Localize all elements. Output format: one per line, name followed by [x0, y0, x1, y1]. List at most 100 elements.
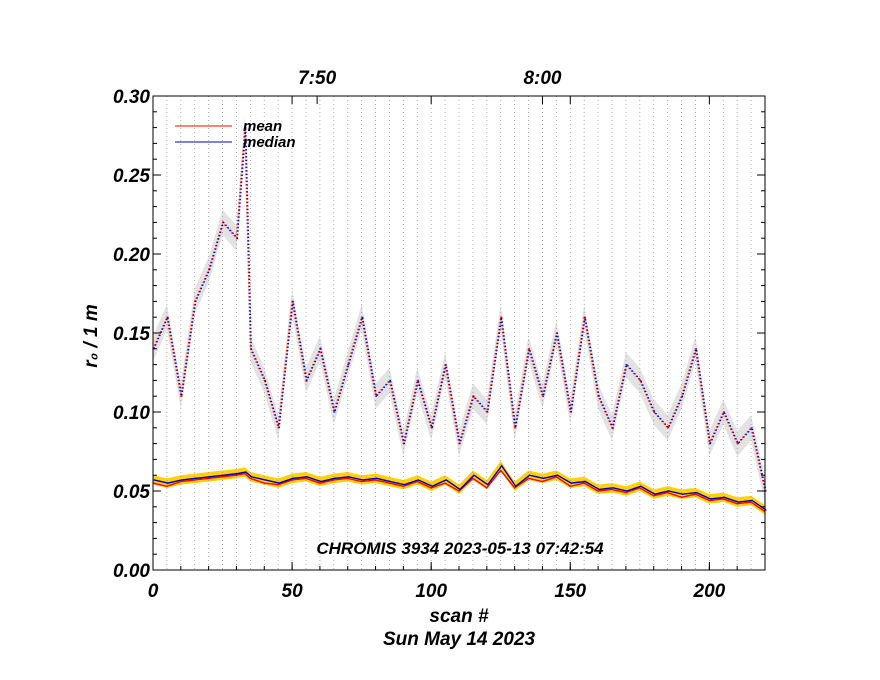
data-point-median	[389, 379, 392, 381]
data-point-median	[654, 493, 656, 495]
data-point-median	[167, 482, 169, 484]
data-point-median	[278, 427, 280, 429]
data-point-mean	[402, 485, 404, 487]
data-point-median	[431, 485, 433, 487]
data-point-mean	[625, 364, 627, 366]
chart-annotation: CHROMIS 3934 2023-05-13 07:42:54	[316, 539, 604, 558]
data-point-median	[584, 480, 586, 483]
data-point-median	[167, 316, 169, 318]
data-point-median	[431, 427, 433, 429]
data-point-mean	[583, 316, 585, 318]
data-point-mean	[194, 300, 196, 302]
data-point-median	[236, 473, 239, 475]
data-point-median	[236, 237, 239, 239]
data-point-median	[459, 488, 461, 491]
data-point-median	[264, 379, 266, 381]
data-point-median	[417, 479, 419, 481]
y-tick-label: 0.30	[113, 87, 150, 108]
data-point-mean	[555, 476, 557, 478]
data-point-mean	[221, 221, 224, 223]
data-point-mean	[611, 427, 613, 429]
data-point-mean	[514, 427, 516, 429]
y-tick-label: 0.10	[113, 403, 150, 424]
data-point-mean	[402, 443, 404, 445]
x-tick-label: 150	[554, 581, 586, 602]
data-point-median	[222, 221, 225, 223]
data-point-mean	[388, 482, 391, 484]
data-point-mean	[291, 300, 293, 302]
data-point-median	[245, 127, 247, 129]
data-point-mean	[653, 495, 655, 497]
data-point-mean	[611, 488, 613, 491]
data-point-median	[320, 480, 322, 483]
data-point-median	[487, 484, 489, 486]
data-point-mean	[180, 480, 182, 483]
data-point-mean	[500, 316, 502, 318]
x-tick-label: 50	[282, 581, 304, 602]
data-point-median	[695, 348, 698, 350]
x-tick-labels: 0 50 100 150 200	[148, 581, 726, 602]
data-point-median	[501, 465, 503, 467]
data-point-median	[681, 493, 684, 495]
data-point-mean	[541, 480, 544, 483]
data-point-mean	[527, 348, 530, 350]
series-line-median-solid	[153, 464, 767, 511]
data-point-median	[362, 479, 364, 481]
data-point-mean	[708, 499, 710, 502]
data-point-mean	[472, 395, 474, 397]
data-point-median	[515, 427, 517, 429]
spread-bands	[153, 114, 765, 515]
data-point-median	[556, 332, 558, 334]
legend: mean median	[175, 118, 296, 151]
data-point-median	[570, 482, 572, 484]
data-point-median	[668, 490, 670, 492]
data-point-mean	[541, 395, 544, 397]
data-point-mean	[244, 127, 246, 129]
data-point-median	[612, 487, 614, 489]
data-point-mean	[249, 477, 251, 479]
data-point-median	[765, 509, 767, 511]
data-point-mean	[361, 480, 363, 483]
data-point-mean	[736, 443, 738, 445]
data-point-mean	[333, 479, 335, 481]
data-point-median	[598, 488, 600, 491]
y-tick-label: 0.05	[113, 482, 150, 503]
data-point-mean	[583, 482, 585, 484]
data-point-median	[250, 348, 252, 350]
data-point-mean	[444, 364, 446, 366]
data-point-median	[570, 411, 572, 413]
data-point-mean	[361, 316, 363, 318]
data-point-median	[751, 499, 753, 502]
data-point-mean	[347, 364, 349, 366]
data-point-mean	[597, 395, 599, 397]
data-point-median	[765, 490, 767, 492]
data-point-mean	[486, 411, 488, 413]
data-point-mean	[388, 379, 391, 381]
data-point-mean	[416, 480, 418, 483]
data-point-mean	[555, 332, 557, 334]
data-point-mean	[305, 477, 307, 479]
data-point-median	[737, 443, 739, 445]
data-point-median	[348, 476, 350, 478]
data-point-mean	[694, 348, 697, 350]
data-point-median	[417, 379, 419, 381]
data-point-median	[584, 316, 586, 318]
series-lines	[152, 127, 767, 513]
data-point-mean	[430, 487, 432, 489]
data-point-mean	[244, 473, 246, 475]
data-point-mean	[347, 477, 349, 479]
data-point-mean	[180, 395, 182, 397]
data-point-mean	[333, 411, 335, 413]
y-tick-label: 0.25	[113, 166, 150, 187]
data-point-mean	[208, 477, 210, 479]
data-point-median	[222, 474, 225, 476]
y-tick-label: 0.00	[113, 561, 150, 582]
data-point-mean	[639, 487, 641, 489]
data-point-mean	[277, 427, 279, 429]
data-point-median	[195, 477, 197, 479]
data-point-mean	[166, 316, 168, 318]
data-point-mean	[722, 498, 724, 500]
spread-band	[153, 114, 765, 504]
data-point-median	[695, 491, 698, 494]
data-point-median	[528, 474, 531, 476]
